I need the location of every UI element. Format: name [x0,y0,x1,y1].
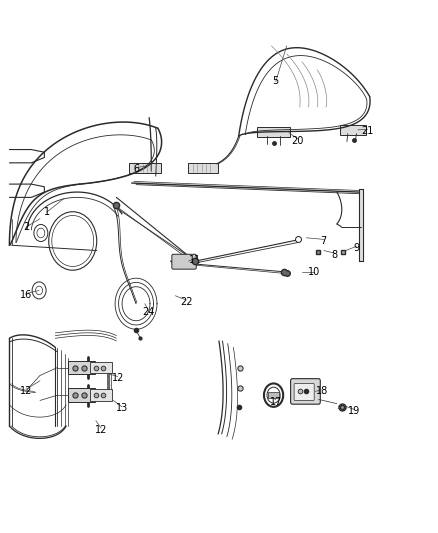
Text: 12: 12 [95,425,107,435]
Text: 12: 12 [112,373,124,383]
Text: 16: 16 [20,290,32,300]
Text: 1: 1 [43,207,49,217]
Text: 10: 10 [308,267,320,277]
Text: 9: 9 [353,243,360,253]
Text: 7: 7 [321,236,327,246]
Text: 13: 13 [116,403,128,414]
FancyBboxPatch shape [68,361,95,374]
FancyBboxPatch shape [172,254,196,269]
Text: 12: 12 [20,386,32,396]
FancyBboxPatch shape [129,163,161,173]
FancyBboxPatch shape [294,383,314,400]
FancyBboxPatch shape [340,125,366,135]
Text: 20: 20 [291,135,304,146]
FancyBboxPatch shape [90,389,113,401]
Text: 22: 22 [180,296,193,306]
Text: 6: 6 [133,164,139,174]
FancyBboxPatch shape [68,388,95,402]
FancyBboxPatch shape [258,127,290,138]
Text: 24: 24 [142,306,155,317]
Text: 8: 8 [332,250,338,260]
Text: 2: 2 [23,222,29,232]
FancyBboxPatch shape [290,378,320,404]
FancyBboxPatch shape [268,392,279,398]
FancyBboxPatch shape [90,362,113,373]
Text: 18: 18 [315,386,328,397]
FancyBboxPatch shape [187,163,218,173]
Text: 21: 21 [361,126,374,136]
Polygon shape [359,189,363,261]
Text: 11: 11 [189,255,201,264]
Text: 19: 19 [348,406,360,416]
Text: 17: 17 [269,397,282,407]
Text: 5: 5 [272,77,279,86]
